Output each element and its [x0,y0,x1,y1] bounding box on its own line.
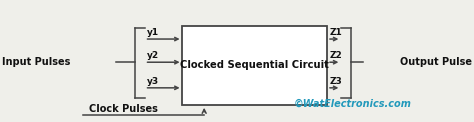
Text: Clocked Sequential Circuit: Clocked Sequential Circuit [180,60,329,70]
Text: ©WatElectronics.com: ©WatElectronics.com [294,99,412,109]
Text: y1: y1 [147,28,159,37]
Text: Z1: Z1 [329,28,342,37]
Text: y3: y3 [147,77,159,86]
Text: y2: y2 [147,51,159,60]
Text: Z2: Z2 [329,51,342,60]
Text: Output Pulse: Output Pulse [400,57,472,67]
Text: Clock Pulses: Clock Pulses [89,104,158,114]
Text: Z3: Z3 [329,77,342,86]
Text: Input Pulses: Input Pulses [2,57,71,67]
Bar [182,26,327,105]
